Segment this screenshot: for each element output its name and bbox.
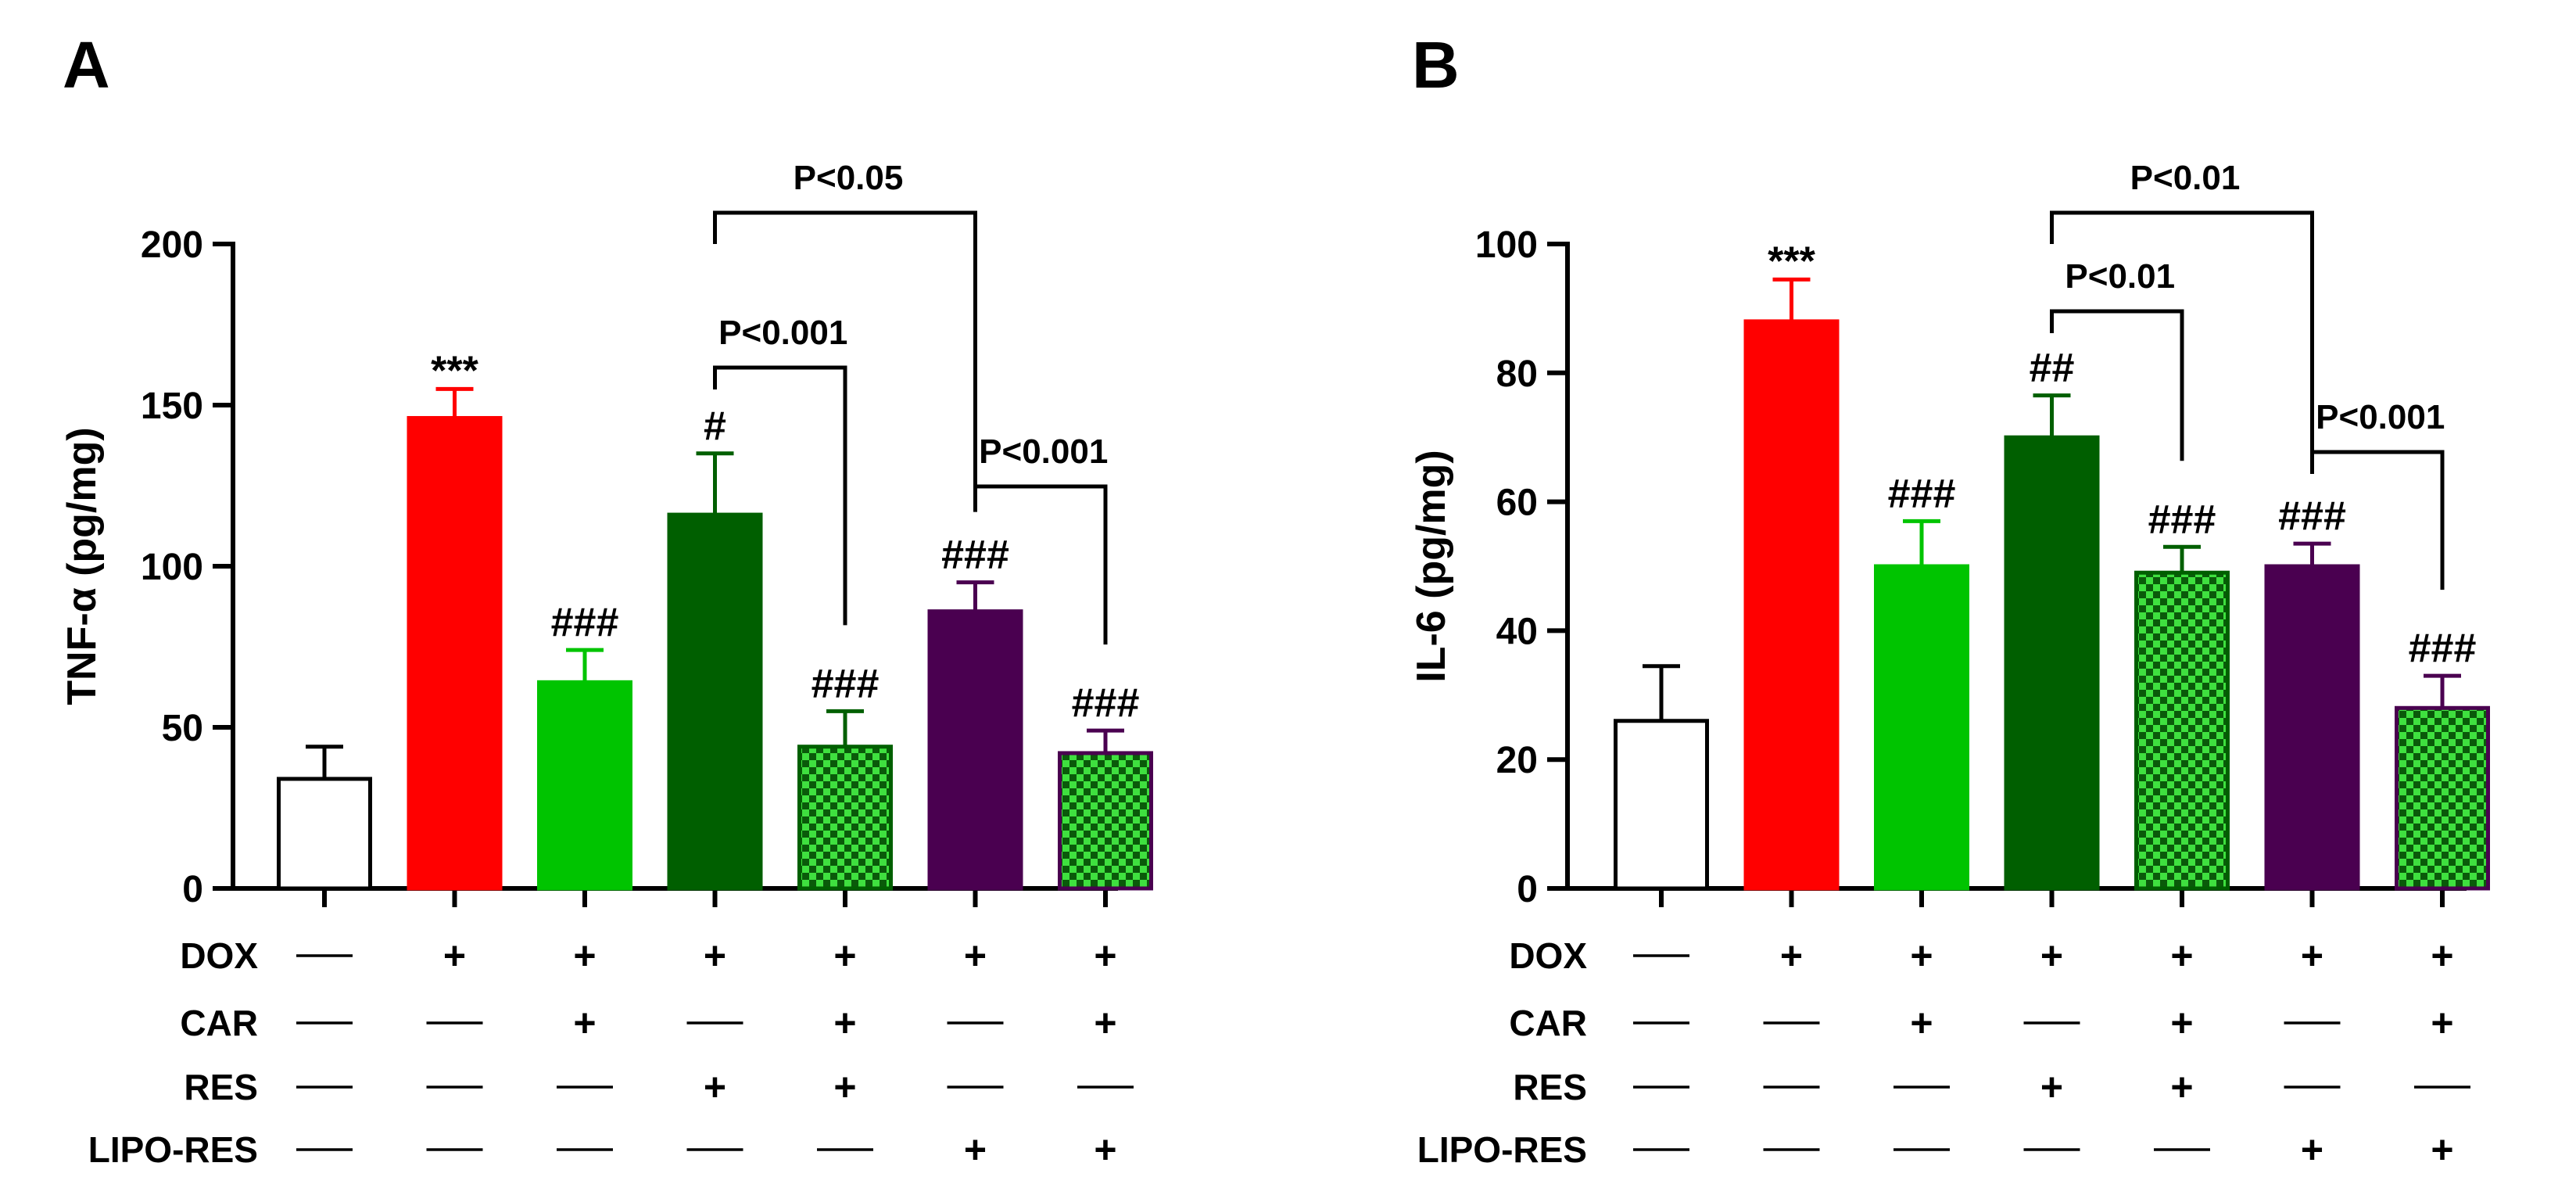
plus-sign: + <box>2431 1128 2453 1172</box>
significance-label: ### <box>2148 497 2216 542</box>
y-tick-label: 80 <box>1496 353 1538 395</box>
bar-dox-car-lipo-res <box>2395 705 2490 891</box>
plus-sign: + <box>833 934 856 978</box>
bar-dox-res <box>667 512 763 891</box>
y-tick-label: 20 <box>1496 740 1538 781</box>
y-tick-label: 200 <box>141 224 203 266</box>
plus-sign: + <box>704 934 726 978</box>
row-label-lipo-res: LIPO-RES <box>88 1129 258 1170</box>
plus-sign: + <box>1910 934 1933 978</box>
y-axis-label: TNF-α (pg/mg) <box>59 427 105 705</box>
plus-sign: + <box>1094 934 1116 978</box>
bar-dox-car-res <box>2134 570 2230 891</box>
plus-sign: + <box>573 934 596 978</box>
bar-control <box>277 777 372 891</box>
plus-sign: + <box>2170 1001 2193 1045</box>
bar-dox-lipo-res <box>927 609 1023 891</box>
row-label-res: RES <box>1513 1067 1587 1107</box>
plus-sign: + <box>2170 934 2193 978</box>
plus-sign: + <box>2040 934 2063 978</box>
plus-sign: + <box>2301 934 2323 978</box>
y-tick-label: 40 <box>1496 611 1538 652</box>
y-tick-label: 50 <box>162 708 203 749</box>
y-tick-label: 0 <box>182 869 203 910</box>
plus-sign: + <box>1094 1128 1116 1172</box>
significance-label: ### <box>551 600 619 645</box>
plus-sign: + <box>443 934 466 978</box>
bar-dox <box>1743 319 1840 891</box>
plus-sign: + <box>2040 1065 2063 1109</box>
plus-sign: + <box>704 1065 726 1109</box>
significance-label: ### <box>1072 680 1140 726</box>
significance-label: *** <box>431 348 478 393</box>
panel-letter: A <box>63 28 110 102</box>
y-tick-label: 150 <box>141 386 203 427</box>
comparison-label: P<0.01 <box>2065 257 2175 296</box>
comparison-bracket <box>713 365 847 626</box>
significance-label: ## <box>2030 346 2075 391</box>
comparison-label: P<0.001 <box>979 432 1108 471</box>
bar-dox-car <box>1874 564 1969 891</box>
y-tick-label: 60 <box>1496 483 1538 524</box>
y-tick-label: 100 <box>141 547 203 588</box>
row-label-car: CAR <box>1509 1003 1587 1043</box>
panel-letter: B <box>1412 28 1460 102</box>
significance-label: ### <box>2278 493 2346 539</box>
plus-sign: + <box>2431 934 2453 978</box>
comparison-label: P<0.05 <box>794 159 904 197</box>
plus-sign: + <box>2431 1001 2453 1045</box>
row-label-dox: DOX <box>1509 935 1587 976</box>
comparison-bracket <box>2050 210 2314 458</box>
significance-label: ### <box>2409 626 2477 671</box>
comparison-label: P<0.001 <box>2316 398 2445 436</box>
plus-sign: + <box>833 1001 856 1045</box>
comparison-label: P<0.01 <box>2130 159 2241 197</box>
bar-dox-car-lipo-res <box>1058 751 1153 891</box>
significance-label: ### <box>941 533 1009 578</box>
significance-label: *** <box>1768 239 1815 284</box>
significance-label: ### <box>1888 471 1956 516</box>
plus-sign: + <box>964 934 987 978</box>
y-tick-label: 0 <box>1517 869 1538 910</box>
plus-sign: + <box>1910 1001 1933 1045</box>
plus-sign: + <box>833 1065 856 1109</box>
y-axis-label: IL-6 (pg/mg) <box>1409 450 1454 683</box>
bar-dox <box>407 415 503 891</box>
bar-dox-car-res <box>797 745 893 891</box>
significance-label: ### <box>811 661 880 706</box>
plus-sign: + <box>573 1001 596 1045</box>
row-label-res: RES <box>184 1067 258 1107</box>
comparison-bracket <box>2050 309 2184 461</box>
bar-dox-car <box>537 680 632 891</box>
row-label-dox: DOX <box>180 935 258 976</box>
plus-sign: + <box>2170 1065 2193 1109</box>
plus-sign: + <box>964 1128 987 1172</box>
row-label-car: CAR <box>180 1003 258 1043</box>
comparison-bracket <box>973 484 1108 645</box>
bar-dox-res <box>2004 435 2100 891</box>
row-label-lipo-res: LIPO-RES <box>1417 1129 1587 1170</box>
comparison-bracket <box>2310 450 2445 590</box>
significance-label: # <box>704 404 726 449</box>
plus-sign: + <box>2301 1128 2323 1172</box>
plus-sign: + <box>1780 934 1803 978</box>
y-tick-label: 100 <box>1475 224 1538 266</box>
comparison-label: P<0.001 <box>718 314 847 352</box>
bar-control <box>1614 719 1709 891</box>
plus-sign: + <box>1094 1001 1116 1045</box>
bar-dox-lipo-res <box>2264 564 2360 891</box>
comparison-bracket <box>713 210 977 497</box>
